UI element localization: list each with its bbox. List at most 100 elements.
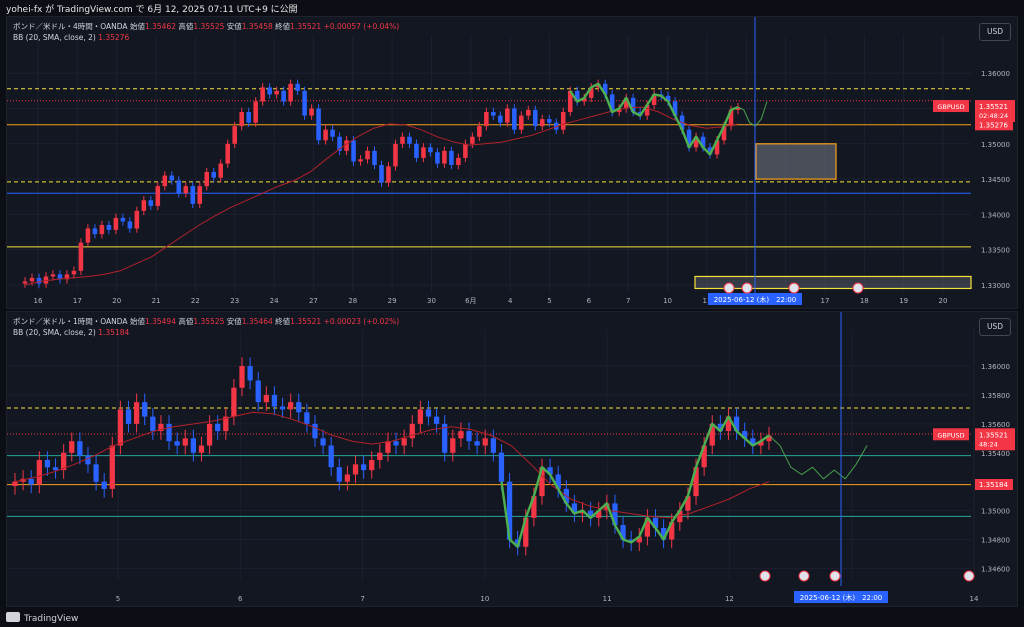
x-tick-label: 18 (860, 297, 869, 305)
candle-body (197, 186, 203, 204)
x-tick-label: 11 (603, 595, 612, 603)
x-tick-label: 5 (116, 595, 120, 603)
candle-body (176, 180, 182, 194)
candle-body (182, 438, 188, 446)
candle-body (288, 402, 294, 410)
legend-bb-4h: BB (20, SMA, close, 2) 1.35276 (13, 33, 129, 42)
x-tick-label: 24 (270, 297, 279, 305)
price-tag-value: 1.35521 (979, 431, 1008, 439)
candle-body (92, 228, 98, 235)
candle-body (117, 409, 124, 446)
candle-body (255, 380, 261, 403)
candle-body (183, 186, 189, 194)
bb-label: BB (20, SMA, close, 2) (13, 33, 96, 42)
candle-body (425, 409, 432, 417)
candle-body (158, 423, 164, 432)
candle-body (555, 474, 561, 489)
price-tag (975, 100, 1015, 123)
price-tag-countdown: 02:48:24 (979, 112, 1008, 120)
candle-body (766, 435, 772, 442)
x-tick-label: 10 (663, 297, 672, 305)
currency-button[interactable]: USD (979, 318, 1011, 336)
price-tag-countdown: 48:24 (979, 440, 998, 448)
candle-body (620, 525, 626, 540)
bb-value: 1.35184 (98, 328, 130, 337)
legend-close-label: 終値 (275, 317, 291, 326)
y-tick-label: 1.35600 (981, 421, 1010, 429)
candle-body (609, 94, 615, 113)
event-flag-icon (963, 570, 975, 582)
legend-low: 1.35464 (241, 317, 273, 326)
candle-body (247, 366, 253, 381)
candle-body (316, 108, 321, 141)
y-tick-label: 1.34500 (981, 176, 1010, 184)
candle-body (206, 423, 213, 446)
event-flag-icon (829, 570, 841, 582)
x-tick-label: 6月 (465, 297, 476, 305)
wave-drawing (500, 415, 770, 548)
candle-body (506, 481, 513, 540)
candle-body (52, 467, 59, 471)
candle-body (728, 109, 734, 127)
candle-body (28, 478, 34, 485)
currency-button[interactable]: USD (979, 23, 1011, 41)
candle-body (36, 460, 42, 485)
legend-change: +0.00023 (+0.02%) (323, 317, 400, 326)
chart-pane-4h[interactable]: 1.360001.355001.350001.345001.340001.335… (6, 16, 1018, 309)
legend-change: +0.00057 (+0.04%) (323, 22, 400, 31)
candle-body (574, 90, 580, 102)
candle-body (385, 441, 391, 453)
legend-high: 1.35525 (193, 22, 225, 31)
candle-body (328, 445, 334, 468)
chart-pane-1h[interactable]: 1.360001.358001.356001.354001.352001.350… (6, 311, 1018, 607)
x-tick-label: 7 (626, 297, 630, 305)
candle-body (267, 87, 272, 95)
candle-body (409, 423, 415, 439)
candle-body (660, 527, 667, 540)
y-tick-label: 1.35000 (981, 508, 1010, 516)
candle-body (587, 510, 594, 518)
publish-title: yohei-fx が TradingView.com で 6月 12, 2025… (6, 5, 298, 15)
candle-body (148, 200, 154, 206)
candle-body (386, 166, 391, 183)
candle-body (721, 126, 727, 141)
chart-4h-canvas[interactable]: 1.360001.355001.350001.345001.340001.335… (7, 17, 1017, 308)
candle-body (377, 452, 383, 460)
candle-body (77, 441, 83, 456)
candle-body (344, 474, 351, 482)
y-tick-label: 1.36000 (981, 363, 1010, 371)
candle-body (531, 496, 537, 518)
candle-body (85, 228, 91, 243)
x-tick-label: 22 (191, 297, 200, 305)
candle-body (12, 481, 18, 487)
candle-body (433, 416, 440, 424)
projection-drawing (737, 101, 768, 127)
x-tick-label: 23 (230, 297, 239, 305)
candle-body (612, 503, 618, 526)
candle-body (477, 126, 482, 137)
x-tick-label: 5 (547, 297, 551, 305)
legend-symbol: ポンド／米ドル・4時間・OANDA (13, 22, 128, 31)
candle-body (125, 409, 132, 424)
candle-body (344, 140, 349, 151)
candle-body (253, 101, 258, 123)
candle-body (533, 109, 538, 127)
candle-body (232, 126, 237, 144)
candle-body (142, 402, 148, 417)
legend-low: 1.35458 (241, 22, 273, 31)
candle-body (64, 274, 70, 280)
event-flag-icon (798, 570, 810, 582)
candle-body (449, 150, 454, 165)
candle-body (174, 441, 180, 446)
candle-body (758, 441, 764, 446)
legend-1h: ポンド／米ドル・1時間・OANDA 始値1.35494 高値1.35525 安値… (13, 316, 399, 327)
candle-body (421, 147, 426, 158)
candle-body (271, 394, 278, 407)
candle-body (602, 83, 608, 95)
x-tick-label: 10 (480, 595, 489, 603)
legend-bb-1h: BB (20, SMA, close, 2) 1.35184 (13, 328, 129, 337)
candle-body (709, 423, 715, 446)
chart-1h-canvas[interactable]: 1.360001.358001.356001.354001.352001.350… (7, 312, 1017, 606)
legend-low-label: 安値 (226, 22, 242, 31)
candle-body (166, 423, 172, 442)
